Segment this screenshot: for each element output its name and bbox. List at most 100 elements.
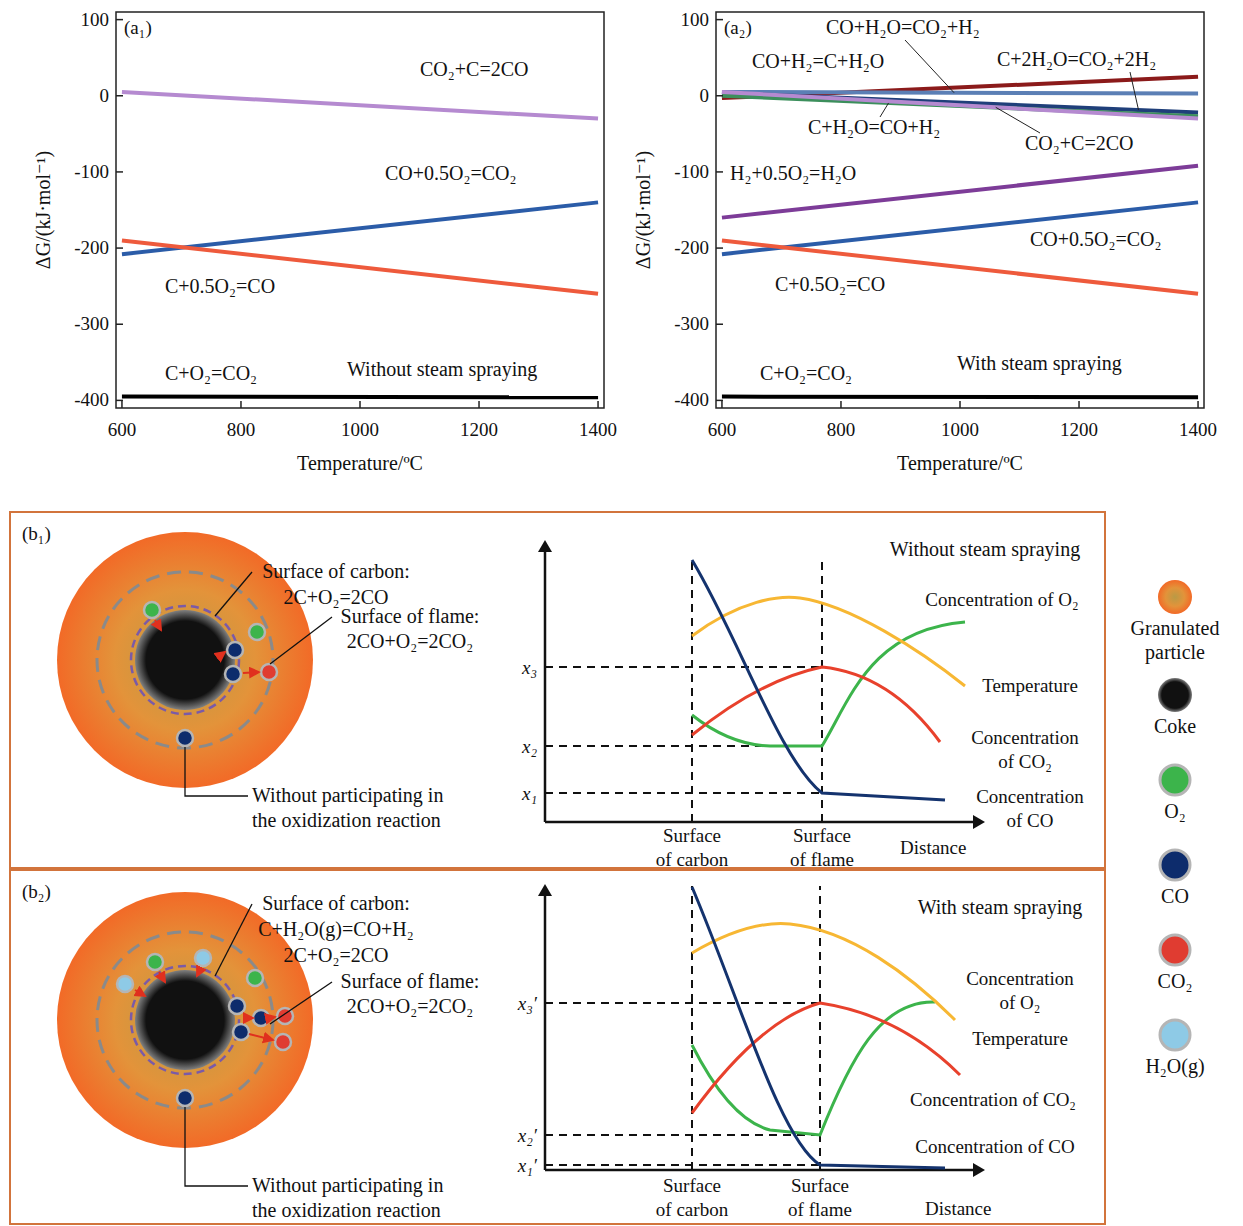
leader-line: [880, 103, 889, 117]
y-tick-label: -400: [674, 389, 709, 410]
symbol-key: GranulatedparticleCokeO₂COCO₂H₂O(g): [1131, 580, 1220, 1078]
y-tick: [716, 400, 723, 402]
x-tick: [840, 401, 842, 408]
molecule: [225, 666, 241, 682]
x-axis-title: Temperature/ºC: [897, 452, 1023, 475]
surface-line: [821, 560, 823, 822]
x-tick-label: 600: [108, 419, 137, 440]
position-label: Surface: [791, 1175, 849, 1196]
key-label: CO: [1161, 885, 1189, 907]
carbon-surface: [131, 606, 239, 714]
annotation: With steam spraying: [957, 352, 1122, 375]
reaction: 2CO+O₂=2CO₂: [347, 630, 474, 652]
note: Without participating in: [252, 784, 443, 807]
y-tick: [716, 95, 723, 97]
flame-surface: [97, 932, 273, 1108]
y-tick-label: -200: [74, 237, 109, 258]
x-tick-label: 1200: [1060, 419, 1098, 440]
molecule: [275, 1034, 291, 1050]
curve-label: Concentration: [971, 727, 1079, 748]
leader-line: [215, 904, 252, 976]
series-label: CO+0.5O₂=CO₂: [1030, 228, 1162, 250]
diagram-panel: (b₂)Surface of carbon:C+H₂O(g)=CO+H₂2C+O…: [10, 870, 1105, 1224]
carbon-surface-title: Surface of carbon:: [262, 560, 410, 582]
y-tick-label: -300: [674, 313, 709, 334]
x-tick: [959, 401, 961, 408]
y-tick-label: 0: [700, 85, 710, 106]
reaction-arrow: [159, 972, 165, 982]
profile-curve: [692, 560, 945, 800]
curve-label: Concentration of O₂: [925, 589, 1078, 610]
leader-line: [215, 572, 252, 616]
y-tick: [716, 171, 723, 173]
key-label: Coke: [1154, 715, 1196, 737]
level-line: [545, 792, 822, 794]
series-label: H₂+0.5O₂=H₂O: [730, 162, 856, 184]
reaction-arrow: [247, 1017, 253, 1019]
key-icon: [1158, 580, 1192, 614]
level-label: x₂′: [517, 1125, 538, 1146]
y-tick: [116, 323, 123, 325]
y-tick: [716, 247, 723, 249]
level-label: x₃′: [517, 993, 538, 1014]
level-label: x₃: [521, 657, 537, 678]
y-tick: [116, 95, 123, 97]
x-tick-label: 600: [708, 419, 737, 440]
reaction: 2C+O₂=2CO: [283, 944, 388, 966]
curve-label: Concentration of CO₂: [910, 1089, 1076, 1110]
y-tick-label: -100: [74, 161, 109, 182]
y-tick: [116, 19, 123, 21]
x-axis-title: Distance: [925, 1198, 991, 1219]
series-label: C+H₂O=CO+H₂: [808, 116, 940, 138]
x-axis-title: Temperature/ºC: [297, 452, 423, 475]
plot-frame: [116, 12, 604, 408]
reaction-arrow: [135, 990, 145, 996]
x-tick: [1078, 401, 1080, 408]
molecule: [117, 976, 133, 992]
y-tick-label: 0: [100, 85, 110, 106]
diagram-panel: (b₁)Surface of carbon:2C+O₂=2COSurface o…: [10, 512, 1105, 870]
x-tick-label: 1000: [941, 419, 979, 440]
panel-box: [10, 870, 1105, 1224]
y-tick-label: -200: [674, 237, 709, 258]
position-label: Surface: [793, 825, 851, 846]
curve-label: of CO: [1007, 810, 1054, 831]
key-label: particle: [1145, 641, 1205, 664]
note: the oxidization reaction: [252, 809, 441, 831]
panel-box: [10, 512, 1105, 868]
leader-line: [905, 40, 954, 93]
series-label: C+0.5O₂=CO: [165, 275, 275, 297]
x-tick: [478, 401, 480, 408]
flame-surface-title: Surface of flame:: [341, 970, 480, 992]
level-label: x₁: [521, 783, 537, 804]
x-tick-label: 1200: [460, 419, 498, 440]
level-label: x₂: [521, 736, 537, 757]
series-label: C+2H₂O=CO₂+2H₂: [997, 48, 1156, 70]
key-icon: [1158, 678, 1192, 712]
leader-line: [270, 617, 332, 664]
y-tick: [116, 247, 123, 249]
molecule: [147, 954, 163, 970]
curve-label: Temperature: [982, 675, 1078, 696]
key-label: H₂O(g): [1145, 1055, 1204, 1078]
profile-curve: [692, 667, 940, 742]
x-tick-label: 800: [227, 419, 256, 440]
molecule: [144, 602, 160, 618]
y-tick-label: -400: [74, 389, 109, 410]
x-tick-label: 800: [827, 419, 856, 440]
key-label: CO₂: [1158, 970, 1193, 992]
leader-line: [185, 1107, 248, 1186]
curve-label: Concentration of CO: [915, 1136, 1074, 1157]
profile-x-axis: [545, 1169, 975, 1172]
x-tick-label: 1000: [341, 419, 379, 440]
molecule: [247, 970, 263, 986]
curve-label: Temperature: [972, 1028, 1068, 1049]
condition-title: With steam spraying: [918, 896, 1083, 919]
reaction-arrow: [270, 1017, 275, 1018]
position-label: of carbon: [656, 1199, 729, 1220]
x-tick: [359, 401, 361, 408]
y-axis-title: ΔG/(kJ·mol⁻¹): [32, 151, 55, 269]
reaction-arrow: [197, 968, 201, 976]
x-tick: [121, 401, 123, 408]
level-line: [545, 1002, 820, 1004]
